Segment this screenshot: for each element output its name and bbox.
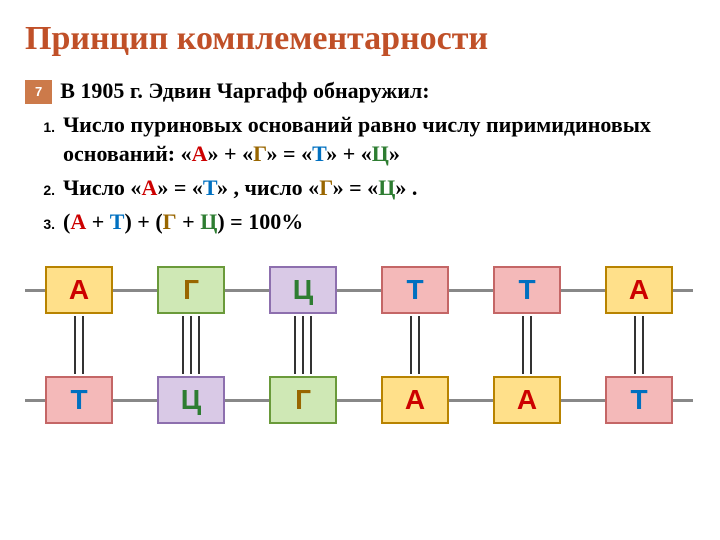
base-box: А: [493, 376, 561, 424]
list-text: Число пуриновых оснований равно числу пи…: [63, 110, 695, 169]
base-box: А: [605, 266, 673, 314]
base-box: А: [45, 266, 113, 314]
list-number: 3.: [25, 207, 63, 237]
base-box: Ц: [157, 376, 225, 424]
list-item: 1.Число пуриновых оснований равно числу …: [25, 110, 695, 169]
base-box: Г: [157, 266, 225, 314]
page-title: Принцип комплементарности: [25, 20, 695, 58]
dna-diagram: АГЦТТА ТЦГААТ: [25, 266, 695, 424]
content-block: 7 В 1905 г. Эдвин Чаргафф обнаружил: 1.Ч…: [25, 76, 695, 236]
bond-cell: [493, 314, 561, 376]
list-number: 2.: [25, 173, 63, 203]
list-item: 3.(А + Т) + (Г + Ц) = 100%: [25, 207, 695, 237]
list-text: (А + Т) + (Г + Ц) = 100%: [63, 207, 695, 237]
bond-cell: [269, 314, 337, 376]
bond-cell: [45, 314, 113, 376]
slide-number-badge: 7: [25, 80, 52, 104]
base-box: Т: [493, 266, 561, 314]
base-box: Т: [605, 376, 673, 424]
base-box: А: [381, 376, 449, 424]
list-number: 1.: [25, 110, 63, 169]
hydrogen-bonds: [25, 314, 695, 376]
base-box: Т: [45, 376, 113, 424]
list-item: 2.Число «А» = «Т» , число «Г» = «Ц» .: [25, 173, 695, 203]
base-box: Т: [381, 266, 449, 314]
top-strand: АГЦТТА: [25, 266, 695, 314]
base-box: Ц: [269, 266, 337, 314]
list-text: Число «А» = «Т» , число «Г» = «Ц» .: [63, 173, 695, 203]
bond-cell: [157, 314, 225, 376]
intro-text: В 1905 г. Эдвин Чаргафф обнаружил:: [60, 76, 695, 106]
bond-cell: [605, 314, 673, 376]
base-box: Г: [269, 376, 337, 424]
bond-cell: [381, 314, 449, 376]
bottom-strand: ТЦГААТ: [25, 376, 695, 424]
